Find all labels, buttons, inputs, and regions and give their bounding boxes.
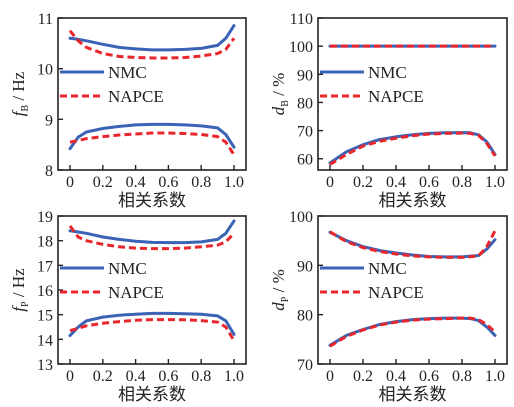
y-label-subscript: P (20, 301, 31, 307)
x-tick-label: 0 (326, 368, 334, 385)
y-tick-label: 90 (297, 258, 313, 275)
x-tick-label: 0.2 (353, 174, 373, 191)
legend-label-napce: NAPCE (368, 87, 424, 106)
y-tick-label: 14 (37, 332, 53, 349)
legend-label-napce: NAPCE (368, 283, 424, 302)
y-tick-label: 70 (297, 124, 313, 141)
x-tick-label: 0.8 (191, 174, 211, 191)
x-tick-label: 0.4 (126, 174, 146, 191)
x-axis-label: 相关系数 (379, 385, 447, 405)
x-axis-label: 相关系数 (118, 191, 186, 211)
y-label-subscript: B (280, 100, 291, 107)
y-tick-label: 17 (37, 258, 53, 275)
x-tick-label: 0.4 (126, 368, 146, 385)
y-tick-label: 60 (297, 152, 313, 169)
x-tick-label: 0.2 (93, 368, 113, 385)
legend-label-nmc: NMC (368, 63, 407, 82)
y-label-unit: / Hz (9, 268, 28, 302)
y-label-subscript: P (280, 296, 291, 302)
series-nmc-lower-line (68, 311, 236, 338)
series-napce-lower-line (69, 131, 236, 156)
plot-frame (317, 17, 508, 171)
x-tick-label: 0.6 (158, 174, 178, 191)
x-tick-label: 1.0 (485, 174, 505, 191)
y-tick-label: 9 (45, 112, 53, 129)
x-tick-label: 0 (66, 368, 74, 385)
y-axis-label: dP / % (269, 269, 291, 310)
y-label-symbol: d (269, 106, 288, 115)
y-label-symbol: f (9, 305, 28, 312)
y-tick-label: 80 (297, 95, 313, 112)
x-tick-label: 0.4 (386, 174, 406, 191)
y-tick-label: 18 (37, 234, 53, 251)
y-tick-label: 11 (38, 11, 53, 28)
x-tick-label: 0.2 (353, 368, 373, 385)
x-tick-label: 0.2 (93, 174, 113, 191)
x-axis-label: 相关系数 (118, 385, 186, 405)
x-tick-label: 0.6 (158, 368, 178, 385)
y-tick-label: 110 (290, 11, 313, 28)
legend-label-nmc: NMC (368, 259, 407, 278)
x-axis-label: 相关系数 (379, 191, 447, 211)
series-napce-upper-line (68, 225, 236, 251)
y-axis-label: fP / Hz (9, 268, 31, 312)
y-tick-label: 15 (37, 308, 53, 325)
x-tick-label: 1.0 (485, 368, 505, 385)
legend-label-nmc: NMC (108, 259, 147, 278)
series-napce-upper-line (68, 29, 236, 60)
y-tick-label: 100 (289, 39, 313, 56)
y-tick-label: 16 (37, 283, 53, 300)
x-tick-label: 0.8 (452, 174, 472, 191)
series-nmc-upper-line (68, 24, 236, 52)
x-tick-label: 0.6 (419, 174, 439, 191)
y-tick-label: 90 (297, 67, 313, 84)
series-napce-lower-line (329, 131, 497, 166)
y-tick-label: 70 (297, 357, 313, 374)
y-label-unit: / % (269, 73, 288, 100)
series-nmc-upper-line (68, 219, 236, 245)
x-tick-label: 0.6 (419, 368, 439, 385)
chart-panel-fb: 8 9 10 11 0 0.2 0.4 0.6 0.8 1.0 相关系数 fB / Hz NMC NAPC… (9, 11, 247, 211)
y-tick-label: 8 (45, 163, 53, 180)
x-tick-label: 0.8 (191, 368, 211, 385)
plot-frame (57, 17, 247, 171)
x-tick-label: 1.0 (224, 368, 244, 385)
x-tick-label: 1.0 (224, 174, 244, 191)
legend-label-napce: NAPCE (108, 87, 164, 106)
legend-label-napce: NAPCE (108, 283, 164, 302)
series-nmc-lower-line (68, 122, 236, 151)
y-tick-label: 100 (289, 209, 313, 226)
series-napce-upper-line (329, 230, 497, 259)
x-tick-label: 0 (66, 174, 74, 191)
x-tick-label: 0 (326, 174, 334, 191)
y-label-unit: / % (269, 269, 288, 296)
y-tick-label: 13 (37, 357, 53, 374)
x-tick-label: 0.8 (452, 368, 472, 385)
y-axis-label: dB / % (269, 73, 291, 116)
y-label-unit: / Hz (9, 71, 28, 105)
series-napce-lower-line (69, 318, 236, 342)
y-tick-label: 10 (37, 62, 53, 79)
chart-panel-db: 60 70 80 90 100 110 0 0.2 0.4 0.6 0.8 1.0 相关系数 dB / %… (269, 11, 508, 211)
y-axis-label: fB / Hz (9, 71, 31, 116)
chart-panel-dp: 70 80 90 100 0 0.2 0.4 0.6 0.8 1.0 相关系数 dP / % NMC NA… (269, 209, 508, 405)
y-label-subscript: B (20, 104, 31, 111)
series-napce-lower-line (329, 316, 497, 348)
legend-label-nmc: NMC (108, 63, 147, 82)
plot-frame (317, 215, 508, 365)
x-tick-label: 0.4 (386, 368, 406, 385)
chart-panel-fp: 13 14 15 16 17 18 19 0 0.2 0.4 0.6 0.8 1.0 相关系数 fP / H… (9, 209, 247, 405)
y-tick-label: 80 (297, 308, 313, 325)
y-label-symbol: d (269, 302, 288, 311)
y-tick-label: 19 (37, 209, 53, 226)
y-label-symbol: f (9, 109, 28, 116)
